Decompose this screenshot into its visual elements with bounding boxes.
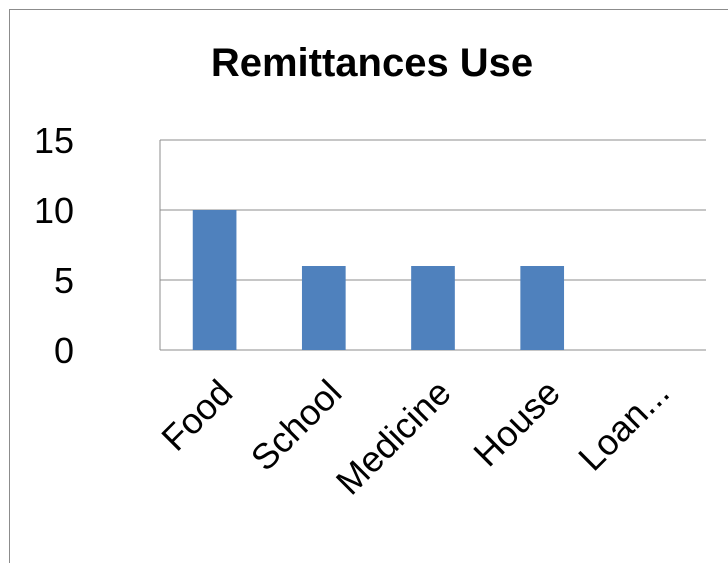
y-tick-label: 10 [34, 190, 74, 231]
y-axis-ticks: 0 5 10 15 [34, 120, 74, 371]
bar-medicine [411, 266, 455, 350]
bar-house [520, 266, 565, 350]
y-tick-label: 5 [54, 260, 74, 301]
x-tick-label: Loan... [570, 372, 677, 479]
bar-school [301, 266, 346, 350]
x-tick-label: School [243, 372, 350, 479]
x-tick-label: Medicine [328, 372, 459, 503]
x-tick-label: House [465, 372, 568, 475]
y-tick-label: 15 [34, 120, 74, 161]
y-tick-label: 0 [54, 330, 74, 371]
bar-food [192, 210, 237, 350]
chart-frame [9, 9, 728, 563]
x-tick-label: Food [153, 372, 240, 459]
bars [192, 210, 565, 350]
chart-title: Remittances Use [211, 41, 533, 85]
